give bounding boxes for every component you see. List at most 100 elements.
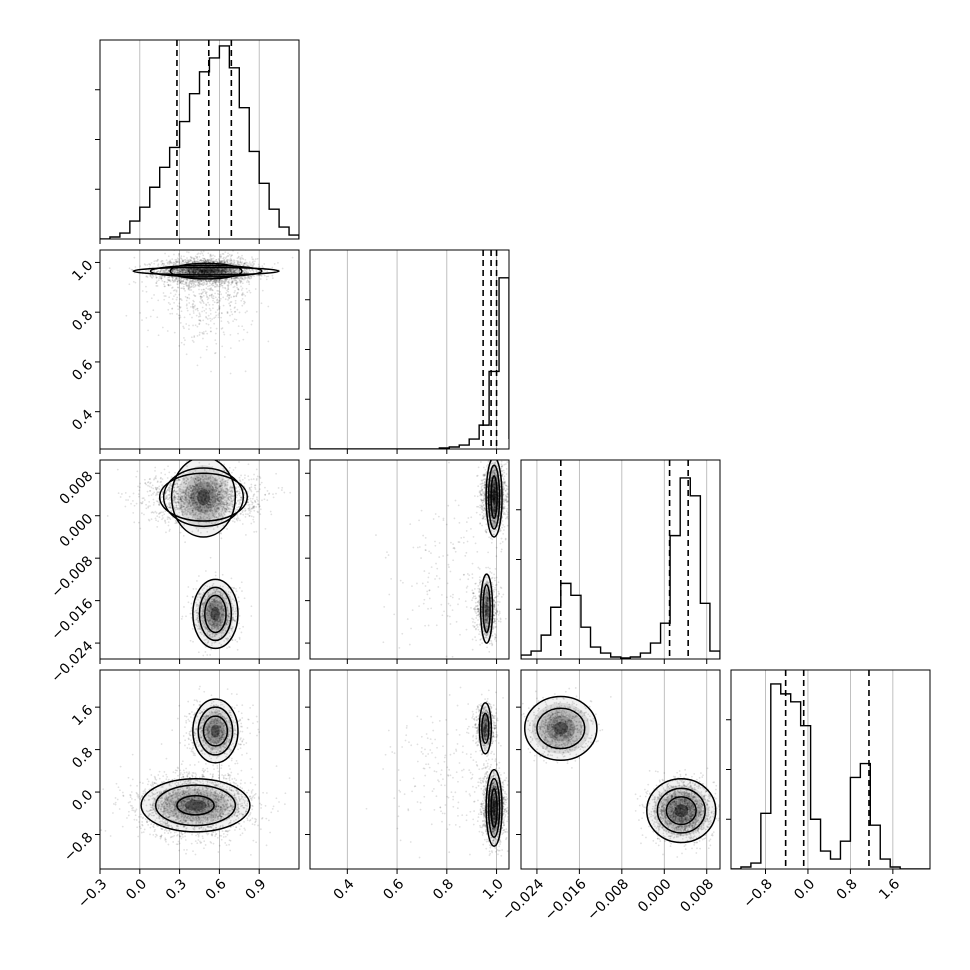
scatter-point <box>191 484 194 487</box>
scatter-point <box>251 258 254 260</box>
scatter-point <box>219 290 222 293</box>
scatter-point <box>225 491 228 494</box>
scatter-point <box>200 499 202 501</box>
scatter-point <box>198 477 201 479</box>
scatter-point <box>221 497 223 500</box>
scatter-point <box>211 260 214 263</box>
scatter-point <box>202 501 205 504</box>
scatter-point <box>180 499 183 502</box>
scatter-point <box>148 519 151 522</box>
scatter-point <box>233 276 236 279</box>
scatter-point <box>217 503 219 506</box>
scatter-point <box>225 270 227 273</box>
scatter-point <box>178 293 181 296</box>
scatter-point <box>196 518 199 520</box>
scatter-point <box>231 281 234 284</box>
scatter-point <box>200 280 203 282</box>
scatter-point <box>220 320 223 323</box>
scatter-point <box>221 270 224 273</box>
scatter-point <box>213 495 216 498</box>
scatter-point <box>193 485 196 488</box>
scatter-point <box>220 293 223 296</box>
scatter-point <box>230 268 232 271</box>
scatter-point <box>185 353 188 356</box>
scatter-point <box>179 278 182 281</box>
scatter-point <box>188 324 190 327</box>
scatter-point <box>207 260 210 263</box>
scatter-point <box>242 328 245 331</box>
scatter-point <box>171 270 173 273</box>
scatter-point <box>198 267 200 270</box>
scatter-point <box>177 286 180 289</box>
scatter-point <box>185 270 188 273</box>
scatter-point <box>221 272 224 275</box>
scatter-point <box>149 315 152 318</box>
scatter-point <box>239 281 242 284</box>
scatter-point <box>221 479 223 482</box>
scatter-point <box>203 469 206 472</box>
scatter-point <box>186 477 189 480</box>
scatter-point <box>200 279 203 281</box>
scatter-point <box>210 498 213 501</box>
scatter-point <box>194 271 196 274</box>
scatter-point <box>208 513 211 515</box>
scatter-point <box>196 488 199 491</box>
scatter-point <box>231 490 234 493</box>
scatter-point <box>179 270 182 273</box>
scatter-point <box>193 479 196 482</box>
scatter-point <box>250 507 253 510</box>
scatter-point <box>204 474 207 477</box>
scatter-point <box>178 485 181 488</box>
scatter-point <box>198 269 201 272</box>
scatter-point <box>176 313 178 315</box>
scatter-point <box>246 490 249 493</box>
scatter-point <box>241 293 243 296</box>
scatter-point <box>252 260 254 263</box>
scatter-point <box>179 478 181 481</box>
scatter-point <box>246 281 248 283</box>
scatter-point <box>220 260 223 262</box>
scatter-point <box>237 260 240 263</box>
scatter-point <box>211 289 214 291</box>
scatter-point <box>192 485 195 488</box>
scatter-point <box>218 306 220 309</box>
scatter-point <box>218 493 221 495</box>
scatter-point <box>233 270 236 272</box>
scatter-point <box>206 502 208 505</box>
scatter-point <box>169 284 172 287</box>
scatter-point <box>203 309 206 312</box>
scatter-point <box>219 484 222 487</box>
scatter-point <box>230 277 233 280</box>
scatter-point <box>241 298 244 300</box>
scatter-point <box>108 267 111 270</box>
scatter-point <box>212 514 215 517</box>
scatter-point <box>256 496 258 499</box>
scatter-point <box>134 281 137 284</box>
scatter-point <box>183 271 186 273</box>
scatter-point <box>201 271 204 273</box>
scatter-point <box>200 302 202 304</box>
scatter-point <box>213 271 216 274</box>
scatter-point <box>187 260 190 262</box>
scatter-point <box>218 305 221 308</box>
scatter-point <box>212 270 214 273</box>
scatter-point <box>180 261 183 264</box>
scatter-point <box>189 272 192 274</box>
scatter-point <box>202 500 204 503</box>
scatter-point <box>150 494 153 497</box>
scatter-point <box>228 268 231 271</box>
histogram-panel <box>305 249 510 454</box>
scatter-point <box>209 272 212 275</box>
scatter-point <box>174 279 177 282</box>
scatter-point <box>192 493 195 496</box>
scatter-point <box>247 504 250 506</box>
scatter-point <box>190 281 193 284</box>
scatter-point <box>222 506 225 509</box>
scatter-point <box>210 484 213 487</box>
scatter-point <box>207 482 210 484</box>
scatter-point <box>193 269 196 271</box>
scatter-point <box>194 269 197 272</box>
scatter-point <box>188 272 191 274</box>
scatter-point <box>177 478 180 481</box>
scatter-point <box>197 267 200 270</box>
